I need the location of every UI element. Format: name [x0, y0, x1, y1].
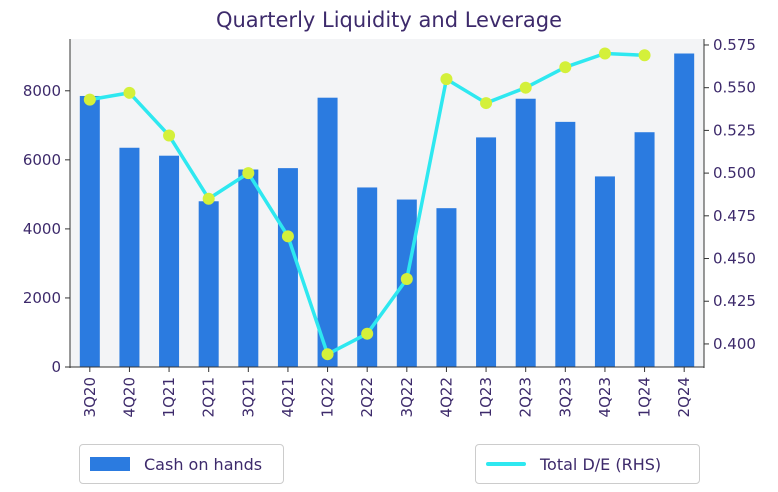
bar-2Q23: [515, 98, 536, 367]
x-tick-label-1Q24: 1Q24: [636, 377, 654, 417]
bar-3Q21: [238, 169, 259, 367]
legend-line-swatch: [486, 462, 526, 466]
y-right-tick-label: 0.425: [713, 292, 756, 310]
x-tick-label-1Q23: 1Q23: [477, 377, 495, 417]
point-4Q21: [281, 230, 294, 243]
point-2Q23: [519, 81, 532, 94]
legend-bar-swatch: [90, 457, 130, 471]
point-1Q22: [321, 348, 334, 361]
point-3Q22: [400, 273, 413, 286]
y-axis-right: 0.400 0.425 0.450 0.475 0.500 0.525 0.550 0.575: [703, 36, 756, 368]
x-tick-label-4Q22: 4Q22: [437, 377, 455, 417]
line-layer: [83, 47, 651, 361]
y-axis-left: 0 2000 4000 6000 8000: [23, 39, 71, 376]
bar-2Q21: [198, 201, 219, 367]
point-1Q23: [480, 97, 493, 110]
point-1Q24: [638, 49, 651, 62]
y-left-tick-label: 0: [51, 358, 61, 376]
x-tick-label-1Q22: 1Q22: [319, 377, 337, 417]
y-right-tick-label: 0.475: [713, 207, 756, 225]
point-4Q20: [123, 86, 136, 99]
x-tick-label-4Q21: 4Q21: [279, 377, 297, 417]
point-3Q23: [559, 61, 572, 74]
legend-bar-series: Cash on hands: [79, 444, 284, 484]
x-tick-label-3Q22: 3Q22: [398, 377, 416, 417]
bar-4Q21: [277, 168, 298, 367]
bar-1Q21: [159, 155, 180, 367]
y-left-tick-label: 6000: [23, 151, 61, 169]
bar-3Q23: [555, 121, 576, 367]
bar-2Q24: [674, 53, 695, 368]
legend-bar-label: Cash on hands: [144, 454, 263, 474]
point-1Q21: [163, 129, 176, 142]
bar-1Q22: [317, 97, 338, 368]
point-3Q21: [242, 167, 255, 180]
x-tick-label-4Q23: 4Q23: [596, 377, 614, 417]
x-tick-label-3Q21: 3Q21: [239, 377, 257, 417]
x-tick-label-2Q23: 2Q23: [517, 377, 535, 417]
y-right-tick-label: 0.450: [713, 250, 756, 268]
bar-1Q23: [476, 137, 497, 367]
x-tick-label-2Q21: 2Q21: [200, 377, 218, 417]
point-2Q21: [202, 192, 215, 205]
bar-1Q24: [634, 132, 655, 367]
point-4Q22: [440, 73, 453, 86]
x-tick-label-2Q22: 2Q22: [358, 377, 376, 417]
bar-4Q23: [594, 176, 615, 367]
bars-layer: [79, 53, 695, 368]
y-right-tick-label: 0.575: [713, 36, 756, 54]
y-left-tick-label: 8000: [23, 82, 61, 100]
legend-line-label: Total D/E (RHS): [540, 454, 662, 474]
x-tick-label-3Q23: 3Q23: [556, 377, 574, 417]
y-left-tick-label: 4000: [23, 220, 61, 238]
point-2Q22: [361, 327, 374, 340]
bar-3Q20: [79, 95, 100, 368]
point-4Q23: [598, 47, 611, 60]
y-right-tick-label: 0.550: [713, 79, 756, 97]
x-tick-label-3Q20: 3Q20: [81, 377, 99, 417]
y-left-tick-label: 2000: [23, 289, 61, 307]
x-tick-label-4Q20: 4Q20: [120, 377, 138, 417]
point-3Q20: [83, 93, 96, 106]
bar-4Q20: [119, 147, 140, 367]
x-axis: 3Q20 4Q20 1Q21 2Q21 3Q21 4Q21 1Q22 2Q22 3Q22 4Q22…: [70, 366, 704, 417]
y-right-tick-label: 0.400: [713, 335, 756, 353]
x-tick-label-1Q21: 1Q21: [160, 377, 178, 417]
legend-line-series: Total D/E (RHS): [475, 444, 700, 484]
x-tick-label-2Q24: 2Q24: [675, 377, 693, 417]
chart-title: Quarterly Liquidity and Leverage: [216, 8, 562, 32]
bar-4Q22: [436, 208, 457, 367]
bar-2Q22: [357, 187, 378, 367]
y-right-tick-label: 0.525: [713, 121, 756, 139]
y-right-tick-label: 0.500: [713, 164, 756, 182]
